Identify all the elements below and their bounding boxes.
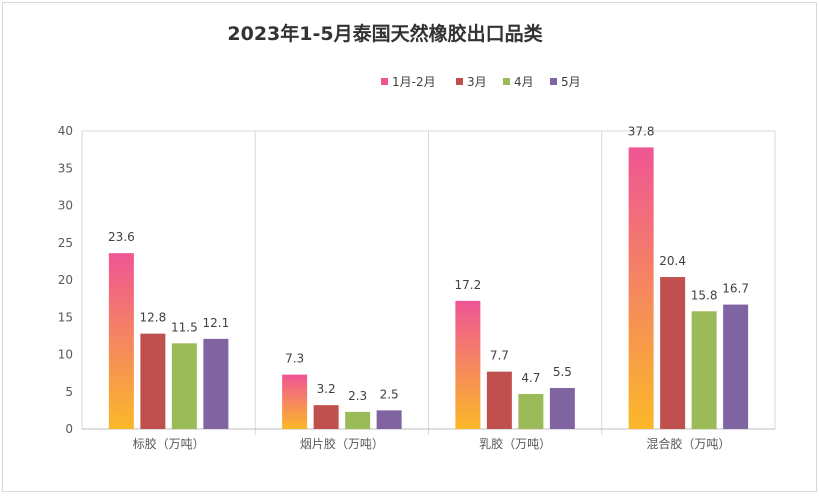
x-tick-label: 标胶（万吨） [133,436,205,451]
legend-swatch [381,78,388,85]
data-label: 16.7 [722,282,749,296]
bar [691,311,717,429]
y-tick-label: 25 [58,236,73,250]
data-label: 12.1 [203,316,230,330]
plot-area: 0 5 10 15 20 25 30 35 40 23.6 12.8 11.5 12.1 标胶（万吨） 7.… [58,124,776,451]
bar [723,304,749,429]
legend-label: 1月-2月 [392,75,436,89]
data-label: 12.8 [140,311,167,325]
bar [108,253,134,429]
bar [140,333,166,429]
data-label: 7.3 [285,352,304,366]
y-tick-label: 0 [65,422,73,436]
y-tick-label: 10 [58,348,73,362]
data-label: 23.6 [108,230,135,244]
data-label: 7.7 [490,349,509,363]
chart-title: 2023年1-5月泰国天然橡胶出口品类 [227,22,542,45]
bar [660,277,686,429]
y-tick-label: 20 [58,273,73,287]
y-tick-label: 35 [58,161,73,175]
data-label: 11.5 [171,320,198,334]
data-label: 2.5 [380,387,399,401]
data-label: 37.8 [628,124,655,138]
bar [376,410,402,429]
y-tick-label: 5 [65,385,73,399]
data-label: 15.8 [691,288,718,302]
data-label: 3.2 [317,382,336,396]
x-tick-label: 混合胶（万吨） [646,436,730,451]
bar [486,371,512,429]
data-label: 17.2 [455,278,482,292]
legend-label: 5月 [561,75,581,89]
legend: 1月-2月 3月 4月 5月 [381,75,581,89]
legend-label: 3月 [467,75,487,89]
legend-swatch [550,78,557,85]
y-tick-label: 30 [58,199,73,213]
data-label: 5.5 [553,365,572,379]
bar [518,393,544,429]
bar [282,374,308,429]
legend-swatch [503,78,510,85]
data-label: 4.7 [521,371,540,385]
x-tick-label: 乳胶（万吨） [479,436,551,451]
bar [549,388,575,429]
bar [203,338,229,429]
x-tick-label: 烟片胶（万吨） [300,436,384,451]
data-label: 2.3 [348,389,367,403]
y-tick-label: 15 [58,310,73,324]
data-label: 20.4 [659,254,686,268]
bar [171,343,197,429]
legend-swatch [456,78,463,85]
y-tick-label: 40 [58,124,73,138]
legend-label: 4月 [514,75,534,89]
bar [313,405,339,429]
bar [455,300,481,429]
bar [345,411,371,429]
bar [628,147,654,429]
